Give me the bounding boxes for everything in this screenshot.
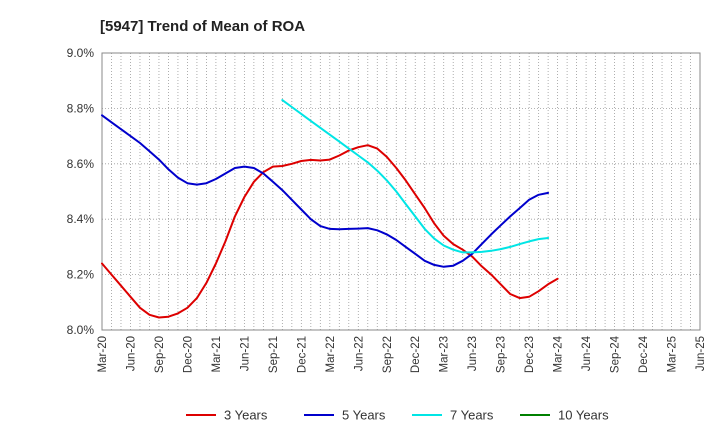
x-tick-label: Dec-22 <box>410 336 422 373</box>
y-tick-label: 8.6% <box>67 157 95 171</box>
legend-label: 3 Years <box>224 408 268 423</box>
series-line-5-years <box>101 114 550 268</box>
y-axis: 8.0% 8.2% 8.4% 8.6% 8.8% 9.0% <box>67 46 95 337</box>
y-tick-label: 8.2% <box>67 268 95 282</box>
x-tick-label: Sep-21 <box>268 336 280 373</box>
x-tick-label: Jun-20 <box>125 336 137 371</box>
x-tick-label: Jun-23 <box>467 336 479 371</box>
x-tick-label: Mar-25 <box>667 336 679 372</box>
x-tick-label: Jun-21 <box>239 336 251 371</box>
legend-label: 10 Years <box>558 408 609 423</box>
x-tick-label: Mar-22 <box>325 336 337 372</box>
x-tick-label: Sep-20 <box>154 336 166 373</box>
y-tick-label: 8.0% <box>67 323 95 337</box>
series-lines <box>101 99 559 319</box>
series-line-3-years <box>101 144 559 319</box>
y-tick-label: 8.8% <box>67 101 95 115</box>
x-tick-label: Jun-22 <box>353 336 365 371</box>
x-tick-label: Jun-25 <box>695 336 707 371</box>
x-tick-label: Jun-24 <box>581 335 593 371</box>
x-tick-label: Dec-23 <box>524 336 536 373</box>
x-tick-label: Mar-24 <box>553 335 565 372</box>
y-tick-label: 8.4% <box>67 212 95 226</box>
x-tick-label: Dec-21 <box>296 336 308 373</box>
legend-label: 5 Years <box>342 408 386 423</box>
chart-title: [5947] Trend of Mean of ROA <box>100 18 305 35</box>
x-axis: Mar-20 Jun-20 Sep-20 Dec-20 Mar-21 Jun-21 Sep-… <box>97 335 707 373</box>
plot-area-frame <box>101 52 701 331</box>
series-line-7-years <box>281 99 550 254</box>
x-tick-label: Sep-23 <box>496 336 508 373</box>
x-tick-label: Mar-23 <box>439 336 451 372</box>
x-tick-label: Mar-21 <box>211 336 223 372</box>
legend: 3 Years 5 Years 7 Years 10 Years <box>186 408 609 423</box>
x-tick-label: Dec-24 <box>638 335 650 373</box>
x-tick-label: Dec-20 <box>182 336 194 373</box>
x-tick-label: Sep-22 <box>382 336 394 373</box>
y-tick-label: 9.0% <box>67 46 95 60</box>
x-tick-label: Mar-20 <box>97 336 109 372</box>
legend-label: 7 Years <box>450 408 494 423</box>
x-tick-label: Sep-24 <box>610 335 622 373</box>
grid-lines <box>102 52 700 331</box>
